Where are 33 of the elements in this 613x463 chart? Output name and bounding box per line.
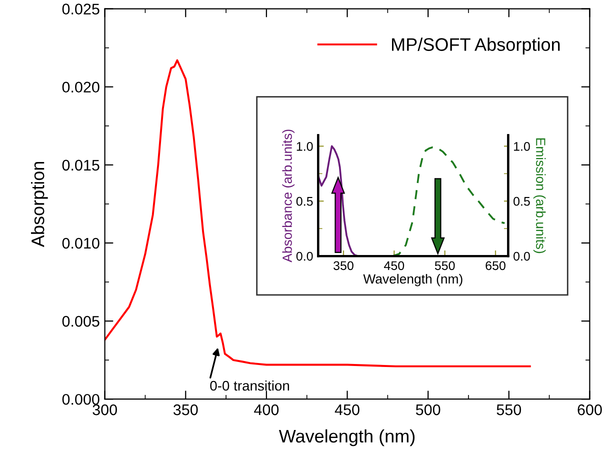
x-tick-label: 450 <box>384 261 404 270</box>
x-tick-label: 300 <box>92 404 117 416</box>
legend-label: MP/SOFT Absorption <box>392 38 560 55</box>
x-tick-label: 400 <box>254 404 279 416</box>
line-series <box>104 59 531 368</box>
y-tick-label: 0.025 <box>62 4 100 14</box>
x-axis-title: Wavelength (nm) <box>363 274 462 286</box>
x-tick-label: 550 <box>434 261 455 270</box>
y-tick-label: 0.0 <box>296 252 313 261</box>
y-tick-label: 0.020 <box>62 82 100 93</box>
x-tick-label: 450 <box>334 404 360 416</box>
y-tick-label: 0.5 <box>296 196 313 206</box>
y2-tick-label: 0.5 <box>514 196 530 206</box>
line-series <box>392 146 506 256</box>
x-tick-label: 350 <box>334 261 354 270</box>
y2-axis-title: Emission (arb.units) <box>533 138 546 254</box>
x-tick-label: 350 <box>173 404 198 416</box>
x-tick-label: 550 <box>496 404 522 416</box>
annotation: 0-0 transition <box>210 380 290 391</box>
y-axis-title: Absorption <box>31 162 48 248</box>
y-tick-label: 0.000 <box>62 394 100 405</box>
x-tick-label: 500 <box>416 404 440 416</box>
x-tick-label: 600 <box>578 404 602 416</box>
y2-tick-label: 1.0 <box>514 142 530 151</box>
line-series <box>318 145 360 256</box>
x-axis-title: Wavelength (nm) <box>278 429 415 446</box>
y-tick-label: 0.010 <box>62 238 100 249</box>
x-tick-label: 650 <box>486 261 506 270</box>
y-tick-label: 1.0 <box>296 142 313 151</box>
y-axis-title: Absorbance (arb.units) <box>282 130 295 262</box>
y-tick-label: 0.015 <box>62 160 100 171</box>
y-tick-label: 0.005 <box>62 316 100 327</box>
y2-tick-label: 0.0 <box>514 252 530 261</box>
